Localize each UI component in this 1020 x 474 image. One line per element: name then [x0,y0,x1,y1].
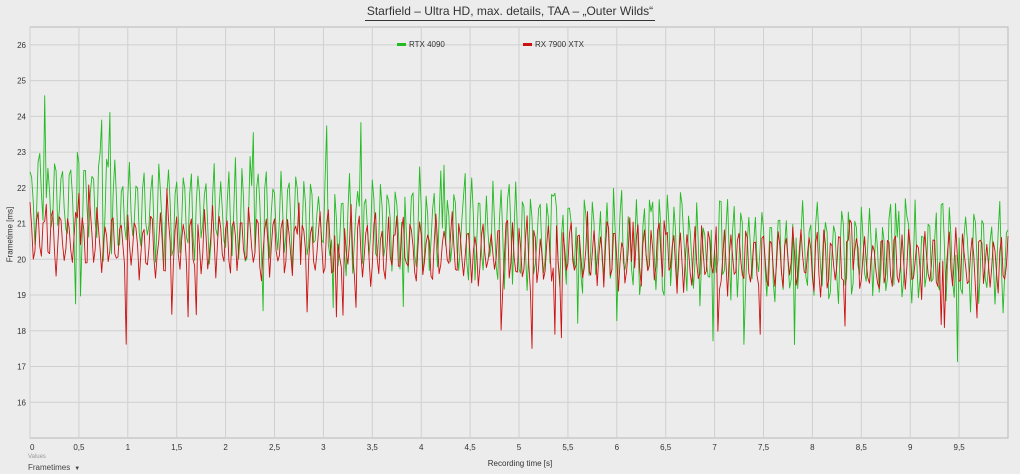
legend-label-rx-7900-xtx: RX 7900 XTX [535,40,584,49]
y-tick-labels: 16 17 18 19 20 21 22 23 24 25 26 [17,41,26,407]
y-tick-label: 18 [17,327,26,336]
series-line-rx-7900-xtx [29,184,1009,349]
series-line-rtx-4090 [29,95,1009,363]
x-tick-label: 5,5 [562,443,574,452]
legend-item-rtx-4090[interactable]: RTX 4090 [397,40,445,49]
chevron-down-icon: ▼ [74,466,81,472]
x-tick-label: 8,5 [856,443,868,452]
y-tick-label: 26 [17,41,26,50]
y-axis-label: Frametime [ms] [5,206,15,263]
values-caption: Values [28,454,46,460]
y-tick-label: 21 [17,220,26,229]
grid [29,27,1008,438]
x-tick-label: 6,5 [660,443,672,452]
x-tick-label: 9,5 [954,443,966,452]
x-tick-label: 2 [223,443,228,452]
y-tick-label: 17 [17,363,26,372]
y-tick-label: 22 [17,184,26,193]
series-lines [29,95,1009,363]
x-tick-label: 3 [321,443,326,452]
x-tick-label: 6 [615,443,620,452]
chart-title-text: Starfield – Ultra HD, max. details, TAA … [364,4,656,21]
x-tick-labels: 0 0,5 1 1,5 2 2,5 3 3,5 4 4,5 5 5,5 6 6,5 7 7,5 8 8,5 9 9,5 [30,443,965,452]
y-tick-label: 24 [17,112,26,121]
y-tick-label: 19 [17,291,26,300]
x-axis-label: Recording time [s] [487,459,553,468]
y-tick-label: 20 [17,255,26,264]
x-tick-label: 0,5 [73,443,85,452]
metric-selector-label: Frametimes [28,463,71,472]
legend-item-rx-7900-xtx[interactable]: RX 7900 XTX [523,40,584,49]
x-tick-label: 0 [30,443,35,452]
chart-title: Starfield – Ultra HD, max. details, TAA … [0,4,1020,21]
x-tick-label: 7,5 [758,443,770,452]
metric-selector[interactable]: Frametimes ▼ [28,463,80,472]
x-tick-label: 1 [126,443,131,452]
x-tick-label: 7 [712,443,717,452]
y-tick-label: 16 [17,398,26,407]
x-tick-label: 4,5 [465,443,477,452]
x-tick-label: 2,5 [269,443,281,452]
y-tick-label: 23 [17,148,26,157]
y-tick-label: 25 [17,77,26,86]
x-tick-label: 8 [810,443,815,452]
legend-label-rtx-4090: RTX 4090 [409,40,445,49]
x-tick-label: 5 [517,443,522,452]
x-tick-label: 1,5 [171,443,183,452]
x-tick-label: 9 [908,443,913,452]
x-tick-label: 3,5 [367,443,379,452]
x-tick-label: 4 [419,443,424,452]
legend-swatch-rx-7900-xtx [523,43,532,46]
legend-swatch-rtx-4090 [397,43,406,46]
